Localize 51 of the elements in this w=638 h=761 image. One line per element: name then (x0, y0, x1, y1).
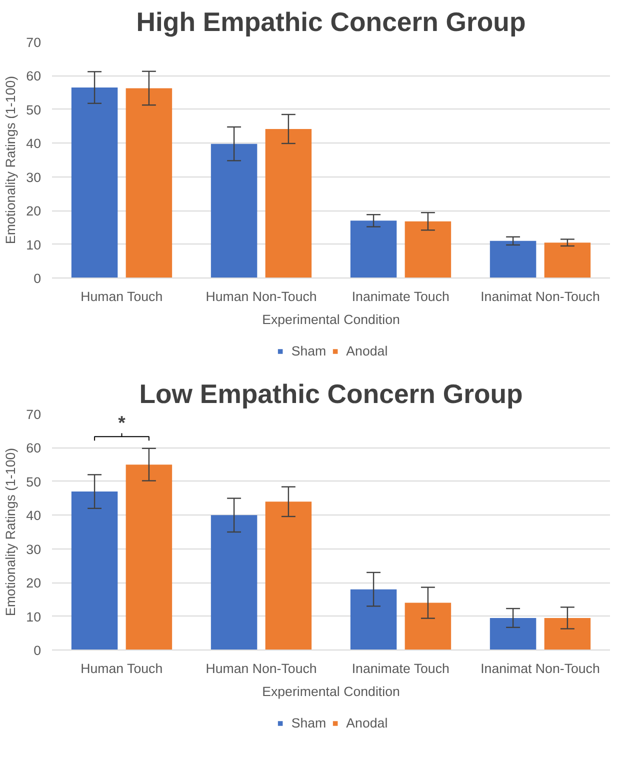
y-tick-label: 70 (26, 35, 42, 50)
x-axis-title: Experimental Condition (262, 312, 400, 327)
x-tick-label: Inanimate Touch (352, 661, 450, 676)
x-tick-label: Human Touch (80, 289, 163, 304)
bar (350, 220, 397, 278)
y-tick-label: 0 (34, 643, 42, 658)
bar (490, 618, 536, 650)
bar (544, 242, 591, 278)
chart-title: Low Empathic Concern Group (139, 379, 523, 409)
y-tick-label: 60 (26, 68, 42, 84)
x-tick-label: Human Touch (80, 661, 163, 676)
y-tick-label: 0 (34, 271, 42, 286)
y-tick-label: 70 (26, 407, 42, 422)
bar (210, 144, 258, 278)
bar (265, 128, 312, 278)
legend-label: Sham (291, 716, 326, 730)
legend-label: Sham (291, 344, 326, 358)
y-tick-label: 50 (26, 474, 42, 490)
x-tick-label: Inanimate Touch (352, 289, 450, 304)
legend-label: Anodal (346, 344, 388, 358)
y-axis-title: Emotionality Ratings (1-100) (3, 76, 18, 244)
y-tick-label: 20 (26, 204, 42, 219)
x-tick-label: Human Non-Touch (206, 289, 317, 304)
y-tick-label: 50 (26, 102, 42, 118)
x-tick-label: Inanimat Non-Touch (480, 289, 600, 304)
y-tick-label: 30 (26, 542, 42, 557)
bar (490, 240, 536, 278)
bar (350, 589, 397, 650)
x-axis-title: Experimental Condition (262, 684, 400, 699)
bar (544, 618, 591, 650)
annotation: * (118, 412, 126, 434)
y-tick-label: 40 (26, 508, 42, 524)
bar (404, 221, 452, 278)
y-tick-label: 20 (26, 576, 42, 591)
y-tick-label: 30 (26, 170, 42, 185)
bar (71, 88, 118, 278)
x-tick-label: Inanimat Non-Touch (480, 661, 600, 676)
legend-label: Anodal (346, 716, 388, 730)
y-tick-label: 10 (26, 237, 42, 252)
y-tick-label: 60 (26, 440, 42, 456)
bar (126, 88, 172, 278)
bar (126, 464, 172, 650)
x-tick-label: Human Non-Touch (206, 661, 317, 676)
bar (404, 602, 452, 650)
chart-title: High Empathic Concern Group (136, 7, 526, 37)
bar (265, 502, 312, 650)
bar (71, 492, 118, 650)
y-axis-title: Emotionality Ratings (1-100) (3, 448, 18, 616)
bar (210, 515, 258, 650)
y-tick-label: 10 (26, 609, 42, 624)
y-tick-label: 40 (26, 136, 42, 152)
